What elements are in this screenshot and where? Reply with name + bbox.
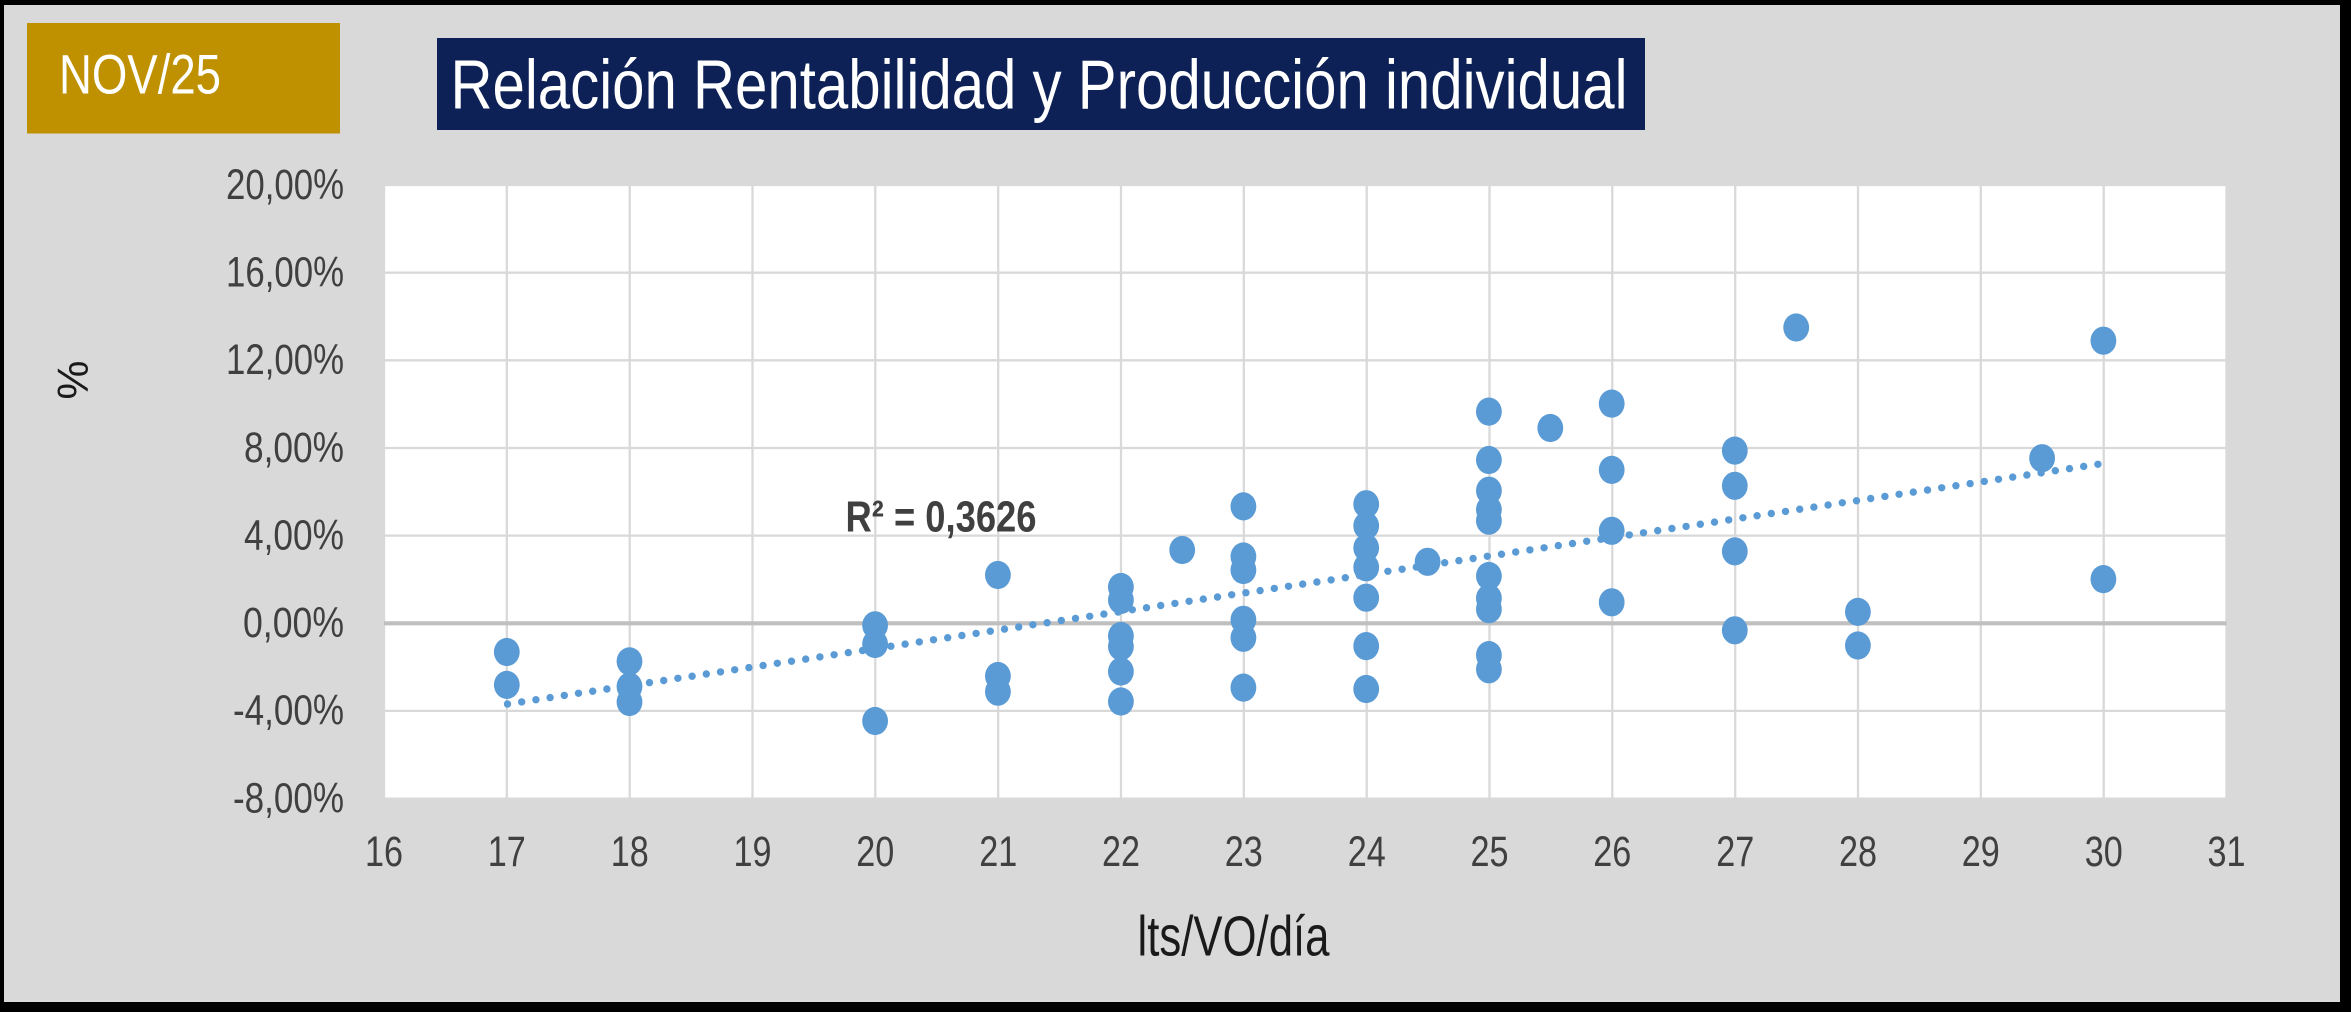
svg-text:17: 17 <box>488 828 526 876</box>
svg-text:26: 26 <box>1593 828 1631 876</box>
svg-text:28: 28 <box>1839 828 1877 876</box>
svg-text:20: 20 <box>856 828 894 876</box>
svg-text:16,00%: 16,00% <box>226 249 344 297</box>
svg-text:-8,00%: -8,00% <box>233 774 344 822</box>
svg-text:Relación Rentabilidad y Produc: Relación Rentabilidad y Producción indiv… <box>451 46 1628 124</box>
svg-text:22: 22 <box>1102 828 1140 876</box>
svg-text:31: 31 <box>2208 828 2246 876</box>
svg-text:18: 18 <box>611 828 649 876</box>
svg-text:29: 29 <box>1962 828 2000 876</box>
svg-text:8,00%: 8,00% <box>244 424 344 472</box>
svg-text:25: 25 <box>1471 828 1509 876</box>
svg-text:19: 19 <box>734 828 772 876</box>
svg-text:27: 27 <box>1716 828 1754 876</box>
svg-text:%: % <box>49 360 98 399</box>
svg-text:lts/VO/día: lts/VO/día <box>1138 905 1330 969</box>
svg-text:12,00%: 12,00% <box>226 336 344 384</box>
svg-text:16: 16 <box>365 828 403 876</box>
svg-text:NOV/25: NOV/25 <box>59 43 221 106</box>
svg-text:24: 24 <box>1348 828 1386 876</box>
svg-text:0,00%: 0,00% <box>243 599 344 647</box>
svg-text:20,00%: 20,00% <box>226 161 344 209</box>
svg-text:30: 30 <box>2085 828 2123 876</box>
svg-text:-4,00%: -4,00% <box>233 687 344 735</box>
svg-text:R² = 0,3626: R² = 0,3626 <box>846 493 1037 542</box>
svg-text:23: 23 <box>1225 828 1263 876</box>
svg-text:4,00%: 4,00% <box>244 511 344 559</box>
svg-text:21: 21 <box>979 828 1017 876</box>
